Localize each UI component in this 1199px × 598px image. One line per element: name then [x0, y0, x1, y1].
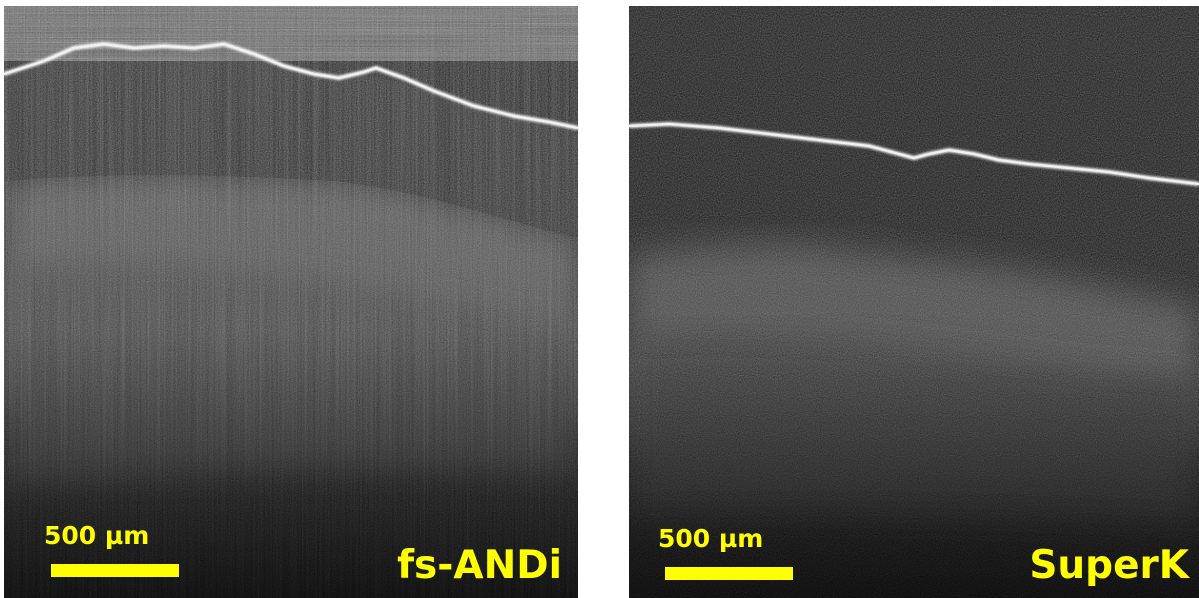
oct-tissue-image [629, 6, 1199, 598]
scale-bar-label: 500 µm [44, 521, 150, 550]
scale-bar [665, 567, 793, 580]
oct-image-superk: 500 µm SuperK [629, 6, 1199, 598]
oct-tissue-image [4, 6, 578, 598]
scale-bar [51, 564, 179, 577]
scale-bar-label: 500 µm [658, 524, 764, 553]
source-label: SuperK [1029, 543, 1189, 588]
source-label: fs-ANDi [397, 543, 562, 588]
oct-image-fs-andi: 500 µm fs-ANDi [4, 6, 578, 598]
